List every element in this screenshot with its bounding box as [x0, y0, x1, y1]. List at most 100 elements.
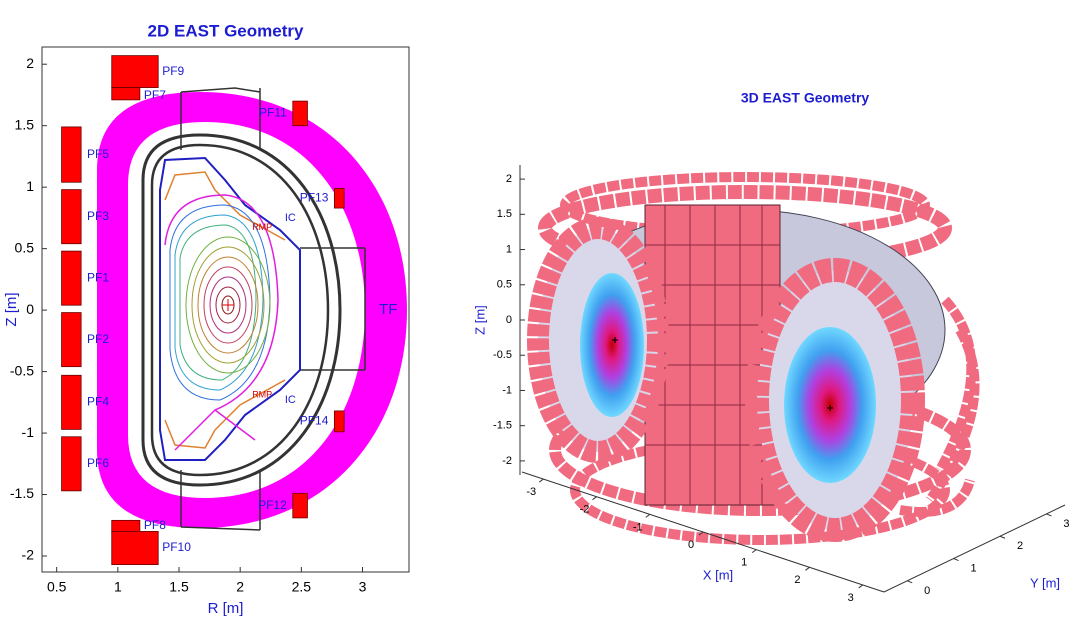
- y-tick-label: -0.5: [10, 362, 34, 378]
- x-tick: [538, 478, 544, 483]
- z-tick-label: 2: [506, 173, 512, 185]
- pf-coil: [61, 250, 82, 306]
- z-tick-label: -1: [502, 384, 512, 396]
- pf-coil: [292, 492, 308, 519]
- coil-label: PF13: [300, 190, 329, 204]
- annotation: TF: [379, 301, 397, 318]
- x-tick-label: 0: [688, 539, 694, 551]
- y-tick: [999, 535, 1006, 539]
- coil-label: PF12: [258, 498, 287, 512]
- y-tick-label: 1: [971, 562, 977, 574]
- coil-label: PF5: [87, 147, 109, 161]
- coil-label: PF4: [87, 394, 109, 408]
- x-tick-label: 0.5: [47, 579, 67, 595]
- coil-label: PF9: [162, 64, 184, 78]
- y-tick-label: 2: [26, 55, 34, 71]
- panel-3d: [519, 165, 1066, 593]
- annotation: RMP: [252, 389, 272, 399]
- x-tick: [592, 496, 597, 501]
- coil-label: PF2: [87, 332, 109, 346]
- coil-label: PF6: [87, 456, 109, 470]
- z-tick-label: -0.5: [493, 349, 512, 361]
- y-tick-label: 0: [26, 301, 34, 317]
- coil-label: PF8: [144, 518, 166, 532]
- pf-ring: [549, 384, 971, 516]
- pf-coil: [333, 187, 345, 209]
- x-tick-label: 3: [848, 592, 854, 604]
- y-tick: [1046, 513, 1052, 517]
- annotation: IC: [285, 212, 296, 224]
- chart-title: 3D EAST Geometry: [741, 90, 870, 106]
- z-tick-label: 1: [506, 243, 512, 255]
- coil-label: PF14: [300, 414, 329, 428]
- coil-label: PF3: [87, 209, 109, 223]
- solenoid-ribs: [645, 205, 780, 505]
- x-tick: [751, 549, 757, 554]
- pf-coil: [61, 374, 82, 430]
- x-tick-label: 1.5: [169, 579, 189, 595]
- y-tick-label: -1: [22, 424, 35, 440]
- z-tick-label: 0: [506, 314, 512, 326]
- chart-title: 2D EAST Geometry: [148, 21, 304, 40]
- x-tick-label: 1: [114, 579, 122, 595]
- vessel-outer: [141, 133, 342, 487]
- z-tick-label: 0.5: [497, 279, 512, 291]
- x-tick: [858, 584, 864, 589]
- x-tick-label: 2.5: [292, 579, 312, 595]
- coil-label: PF11: [259, 106, 287, 120]
- y-tick-label: 1.5: [15, 116, 35, 132]
- x-axis-label: R [m]: [208, 600, 244, 617]
- pf-coil: [292, 100, 308, 127]
- x-tick-label: -3: [526, 486, 536, 498]
- x-tick-label: 3: [359, 579, 367, 595]
- panel-2d: [41, 46, 410, 573]
- coil-label: PF10: [162, 540, 191, 554]
- annotation: IC: [285, 394, 296, 406]
- x-tick-label: 2: [794, 574, 800, 586]
- annotation: RMP: [252, 222, 272, 232]
- y-axis-label: Z [m]: [3, 292, 20, 326]
- tf-coil: [97, 92, 407, 528]
- x-axis-label: X [m]: [703, 567, 733, 582]
- x-tick-label: -2: [580, 504, 590, 516]
- y-tick-label: 3: [1063, 518, 1069, 530]
- pf-coil: [61, 189, 82, 245]
- z-tick-label: -1.5: [493, 420, 512, 432]
- pf-coil: [61, 436, 82, 492]
- z-tick-label: 1.5: [497, 208, 512, 220]
- pf-coil: [111, 55, 159, 88]
- y-tick-label: 2: [1017, 540, 1023, 552]
- axis-marker: [612, 337, 833, 411]
- limiter: [164, 171, 286, 449]
- x-tick: [645, 513, 651, 518]
- z-axis-label: Z [m]: [472, 305, 487, 335]
- vessel-inner: [150, 143, 330, 477]
- y-tick: [907, 580, 913, 584]
- pf-coil: [61, 126, 82, 183]
- first-wall: [159, 156, 301, 461]
- x-tick-label: 1: [741, 557, 747, 569]
- pf-coil: [111, 531, 159, 566]
- pf-coil: [333, 410, 345, 433]
- pf-coil: [111, 87, 141, 101]
- x-tick: [698, 531, 704, 536]
- x-tick-label: -1: [633, 521, 643, 533]
- x-tick: [805, 566, 810, 571]
- x-tick-label: 2: [236, 579, 244, 595]
- coil-label: PF7: [144, 88, 166, 102]
- pf-coil: [111, 519, 141, 532]
- pf-ring: [899, 296, 980, 517]
- y-axis: [883, 504, 1066, 593]
- y-tick: [953, 558, 959, 562]
- y-tick-label: 0: [924, 585, 930, 597]
- y-tick-label: -1.5: [10, 485, 34, 501]
- z-tick-label: -2: [502, 455, 512, 467]
- coil-label: PF1: [87, 270, 109, 284]
- y-tick-label: -2: [22, 547, 35, 563]
- y-tick-label: 1: [26, 178, 34, 194]
- plasma-3d: [580, 273, 644, 417]
- flux-surfaces: [164, 194, 279, 451]
- y-tick-label: 0.5: [15, 239, 35, 255]
